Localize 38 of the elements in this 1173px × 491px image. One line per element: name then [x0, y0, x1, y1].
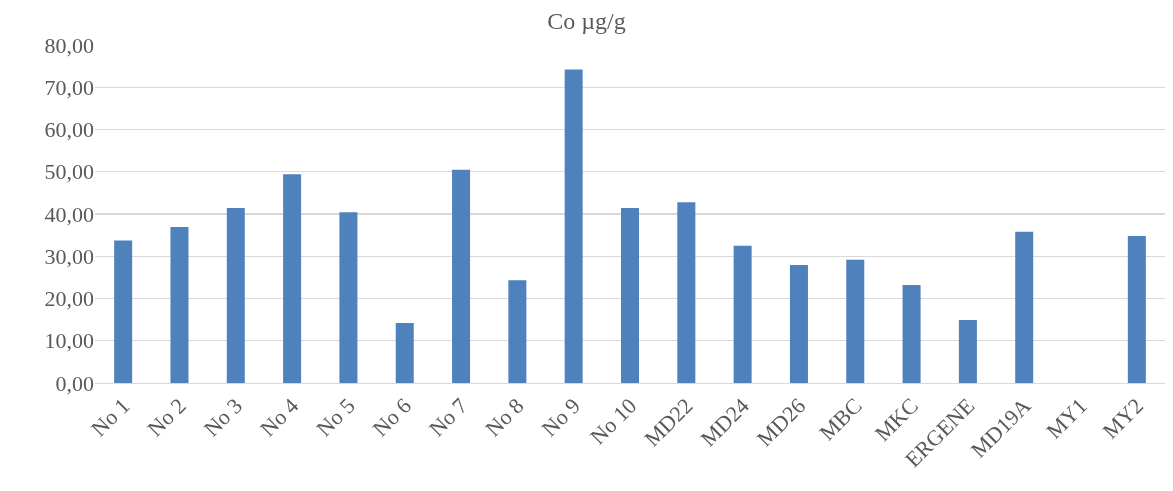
- bar: [170, 227, 189, 383]
- bar: [789, 265, 808, 383]
- bar: [958, 320, 977, 383]
- bar: [1127, 235, 1146, 383]
- y-tick-label: 40,00: [44, 201, 94, 227]
- y-tick-label: 0,00: [55, 370, 94, 396]
- bar: [283, 174, 302, 383]
- x-tick-label: No 9: [536, 393, 585, 442]
- y-tick-label: 70,00: [44, 74, 94, 100]
- x-tick-label: No 10: [585, 393, 642, 450]
- x-tick-label: No 2: [142, 393, 191, 442]
- y-tick-label: 60,00: [44, 117, 94, 143]
- x-tick-label: No 1: [86, 393, 135, 442]
- bar: [620, 208, 640, 383]
- y-tick-label: 10,00: [44, 328, 94, 354]
- bar: [114, 240, 133, 383]
- y-tick-label: 30,00: [44, 243, 94, 269]
- y-tick-label: 20,00: [44, 286, 94, 312]
- bar: [226, 208, 245, 383]
- bar: [508, 280, 527, 383]
- x-tick-label: No 8: [480, 393, 529, 442]
- bar: [677, 202, 696, 383]
- bar: [339, 212, 358, 383]
- y-tick-label: 50,00: [44, 159, 94, 185]
- bar: [395, 323, 414, 383]
- y-tick-label: 80,00: [44, 32, 94, 58]
- x-tick-label: No 4: [255, 393, 304, 442]
- x-tick-label: No 3: [198, 393, 248, 442]
- x-tick-label: No 5: [311, 393, 360, 442]
- bar: [846, 259, 865, 383]
- x-tick-label: No 7: [424, 393, 473, 442]
- bar: [564, 69, 583, 383]
- bar: [452, 169, 471, 383]
- bar: [1015, 231, 1034, 383]
- bar: [902, 284, 921, 383]
- x-tick-label: No 6: [367, 393, 417, 442]
- bar: [733, 245, 752, 383]
- chart-title: Co µg/g: [547, 8, 626, 35]
